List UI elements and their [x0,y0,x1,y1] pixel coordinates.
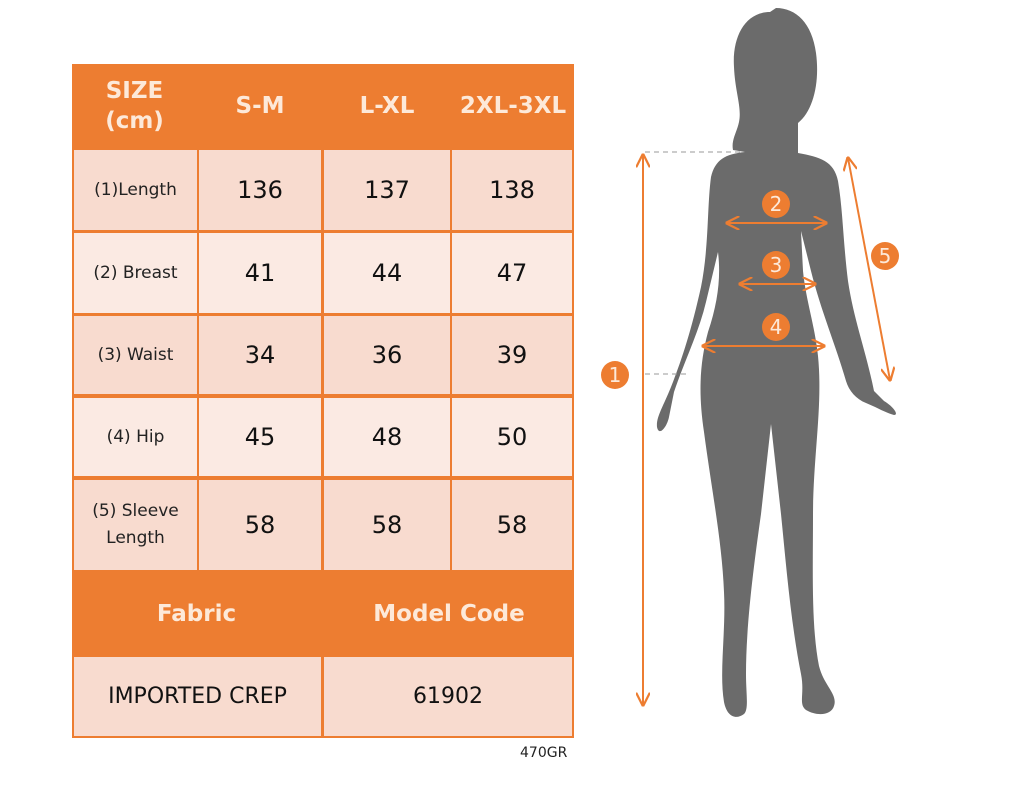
svg-text:5: 5 [879,244,892,268]
table-cell: 44 [324,233,450,313]
model-code-header: Model Code [373,600,525,627]
svg-text:2: 2 [770,192,783,216]
row-label-line2: Length [106,528,165,548]
row-label-text: (3) Waist [97,344,174,365]
marker-2: 2 [762,190,790,218]
table-cell: 58 [199,480,321,570]
svg-text:3: 3 [770,253,783,277]
row-label: (2) Breast [74,233,197,313]
col-header-s-m: S-M [235,93,285,119]
size-header-line1: SIZE [105,78,164,104]
row-label-text: (4) Hip [106,426,165,447]
marker-4: 4 [762,313,790,341]
table-cell: 39 [452,316,572,394]
size-chart-table: SIZE (cm) S-M L-XL 2XL-3XL (1)Length 136 13… [72,64,574,738]
product-code: 470GR [520,745,568,761]
marker-5: 5 [871,242,899,270]
sleeve-arrow [848,158,890,380]
row-label-text: (1)Length [94,179,177,200]
table-cell: 58 [452,480,572,570]
table-cell: 45 [199,398,321,476]
table-cell: 48 [324,398,450,476]
col-header-2xl-3xl: 2XL-3XL [459,93,567,119]
model-code-value: 61902 [324,657,572,736]
table-cell: 136 [199,150,321,230]
woman-silhouette [656,8,896,717]
table-cell: 41 [199,233,321,313]
svg-text:4: 4 [770,315,783,339]
row-label: (1)Length [74,150,197,230]
row-label: (3) Waist [74,316,197,394]
table-cell: 34 [199,316,321,394]
row-label-text: (2) Breast [93,262,178,283]
table-cell: 137 [324,150,450,230]
col-header-l-xl: L-XL [359,93,415,119]
svg-text:1: 1 [609,363,622,387]
marker-3: 3 [762,251,790,279]
row-label: (5) Sleeve Length [74,480,197,570]
table-cell: 36 [324,316,450,394]
fabric-value: IMPORTED CREP [74,657,321,736]
row-label-line1: (5) Sleeve [92,501,179,521]
size-header: SIZE (cm) [72,64,197,148]
row-label: (4) Hip [74,398,197,476]
size-header-line2: (cm) [105,108,164,134]
marker-1: 1 [601,361,629,389]
table-cell: 50 [452,398,572,476]
table-cell: 47 [452,233,572,313]
table-cell: 58 [324,480,450,570]
table-cell: 138 [452,150,572,230]
fabric-header: Fabric [156,600,237,627]
